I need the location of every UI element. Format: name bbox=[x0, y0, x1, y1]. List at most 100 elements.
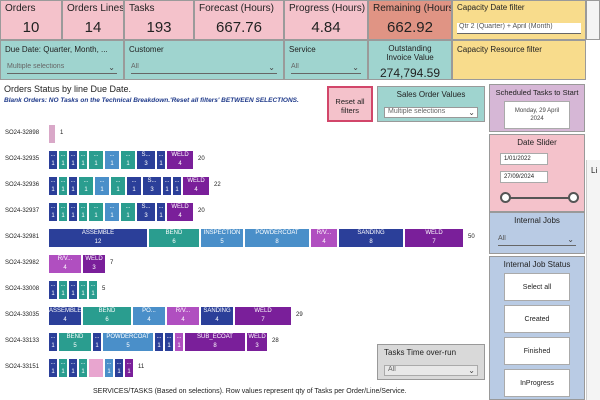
internal-jobs-filter[interactable]: Internal Jobs All ⌄ bbox=[489, 212, 585, 254]
customer-select[interactable]: All ⌄ bbox=[131, 63, 277, 74]
task-segment[interactable]: ... 1 bbox=[48, 358, 58, 378]
capacity-date-filter[interactable]: Capacity Date filter Qtr 2 (Quarter) + A… bbox=[452, 0, 586, 40]
job-status-created[interactable]: Created bbox=[504, 305, 570, 333]
sales-order-values-select[interactable]: Multiple selections ⌄ bbox=[384, 107, 478, 118]
due-date-filter[interactable]: Due Date: Quarter, Month, ... Multiple s… bbox=[0, 40, 124, 80]
task-segment[interactable]: S... 3 bbox=[136, 150, 156, 170]
task-segment[interactable]: BEND 6 bbox=[148, 228, 200, 248]
task-segment[interactable]: ... 1 bbox=[58, 280, 68, 300]
task-segment-service: ... bbox=[70, 204, 76, 210]
task-segment[interactable]: ... 1 bbox=[126, 176, 142, 196]
sales-order-values-filter[interactable]: Sales Order Values Multiple selections ⌄ bbox=[377, 86, 485, 122]
task-segment[interactable]: BEND 5 bbox=[58, 332, 92, 352]
job-status-inprogress[interactable]: InProgress bbox=[504, 369, 570, 397]
task-segment[interactable] bbox=[48, 124, 56, 144]
customer-filter[interactable]: Customer All ⌄ bbox=[124, 40, 284, 80]
task-segment[interactable]: ... 1 bbox=[104, 202, 120, 222]
task-segment[interactable]: ... 1 bbox=[78, 280, 88, 300]
task-segment[interactable]: ... 1 bbox=[120, 150, 136, 170]
capacity-date-select[interactable]: Qtr 2 (Quarter) + April (Month) bbox=[457, 23, 581, 34]
task-segment[interactable]: R/V... 4 bbox=[166, 306, 200, 326]
task-segment[interactable]: ... 1 bbox=[104, 358, 114, 378]
date-slider-from[interactable]: 1/01/2022 bbox=[500, 153, 548, 165]
task-segment[interactable]: ... 1 bbox=[58, 202, 68, 222]
task-segment-service: ... bbox=[83, 178, 89, 184]
task-segment[interactable]: ... 1 bbox=[154, 332, 164, 352]
task-segment[interactable]: SANDING 8 bbox=[338, 228, 404, 248]
task-segment[interactable]: ... 1 bbox=[156, 150, 166, 170]
task-segment[interactable]: INSPECTION 5 bbox=[200, 228, 244, 248]
job-status-select-all[interactable]: Select all bbox=[504, 273, 570, 301]
task-segment[interactable]: ... 1 bbox=[78, 176, 94, 196]
task-segment[interactable]: ... 1 bbox=[94, 176, 110, 196]
task-segment[interactable]: ... 1 bbox=[110, 176, 126, 196]
date-slider-end-handle[interactable] bbox=[568, 192, 579, 203]
task-segment[interactable]: ... 1 bbox=[68, 176, 78, 196]
task-segment[interactable]: ... 1 bbox=[124, 358, 134, 378]
service-filter[interactable]: Service All ⌄ bbox=[284, 40, 368, 80]
task-segment-service: INSPECTION bbox=[203, 230, 241, 236]
task-segment[interactable]: WELD 4 bbox=[166, 150, 194, 170]
task-segment[interactable]: ... 1 bbox=[58, 150, 68, 170]
task-segment[interactable]: ... 1 bbox=[68, 202, 78, 222]
task-segment[interactable]: ... 1 bbox=[78, 202, 88, 222]
task-segment[interactable]: ... 1 bbox=[68, 358, 78, 378]
internal-jobs-label: Internal Jobs bbox=[514, 216, 560, 225]
task-segment[interactable]: ... 1 bbox=[68, 150, 78, 170]
date-slider-to[interactable]: 27/09/2024 bbox=[500, 171, 548, 183]
task-segment[interactable]: ... 1 bbox=[172, 176, 182, 196]
task-segment[interactable]: ... 1 bbox=[162, 176, 172, 196]
kpi-remaining: Remaining (Hours) 662.92 bbox=[368, 0, 452, 40]
task-segment[interactable]: ... 1 bbox=[120, 202, 136, 222]
task-segment[interactable]: ASSEMBLE 12 bbox=[48, 228, 148, 248]
task-segment[interactable]: ... 1 bbox=[174, 332, 184, 352]
task-segment[interactable]: ... 1 bbox=[114, 358, 124, 378]
task-segment[interactable]: ... 1 bbox=[48, 176, 58, 196]
task-segment[interactable]: WELD 3 bbox=[82, 254, 106, 274]
task-segment-service: ... bbox=[80, 360, 86, 366]
task-segment[interactable]: ... 1 bbox=[48, 332, 58, 352]
task-segment[interactable]: WELD 4 bbox=[166, 202, 194, 222]
task-segment[interactable]: ... 1 bbox=[48, 280, 58, 300]
task-segment[interactable]: ... 1 bbox=[68, 280, 78, 300]
task-segment[interactable]: SANDING 4 bbox=[200, 306, 234, 326]
task-segment[interactable]: ... 1 bbox=[78, 358, 88, 378]
task-segment[interactable]: ... 1 bbox=[48, 202, 58, 222]
tasks-time-overrun-filter[interactable]: Tasks Time over-run All ⌄ bbox=[377, 344, 485, 380]
task-segment[interactable]: POWDERCOAT 8 bbox=[244, 228, 310, 248]
task-segment[interactable]: WELD 7 bbox=[234, 306, 292, 326]
task-segment[interactable]: ASSEMBLE 4 bbox=[48, 306, 82, 326]
internal-jobs-select[interactable]: All ⌄ bbox=[498, 235, 576, 246]
reset-all-filters-button[interactable]: Reset all filters bbox=[327, 86, 373, 122]
task-segment[interactable]: R/V... 4 bbox=[310, 228, 338, 248]
task-segment[interactable]: ... 1 bbox=[88, 202, 104, 222]
task-segment[interactable]: S... 3 bbox=[136, 202, 156, 222]
task-segment[interactable]: ... 1 bbox=[78, 150, 88, 170]
task-segment[interactable]: ... 1 bbox=[58, 176, 68, 196]
task-segment[interactable]: ... 1 bbox=[92, 332, 102, 352]
task-segment[interactable]: ... 1 bbox=[156, 202, 166, 222]
task-segment[interactable]: POWDERCOAT 5 bbox=[102, 332, 154, 352]
task-segment[interactable]: S... 3 bbox=[142, 176, 162, 196]
task-segment[interactable]: WELD 3 bbox=[246, 332, 268, 352]
due-date-select[interactable]: Multiple selections ⌄ bbox=[7, 63, 117, 74]
task-segment[interactable]: ... 1 bbox=[58, 358, 68, 378]
task-segment[interactable]: BEND 6 bbox=[82, 306, 132, 326]
scheduled-tasks-date[interactable]: Monday, 29 April 2024 bbox=[504, 101, 570, 129]
task-segment[interactable]: PO... 4 bbox=[132, 306, 166, 326]
service-select[interactable]: All ⌄ bbox=[291, 63, 361, 74]
task-segment[interactable]: ... 1 bbox=[48, 150, 58, 170]
task-segment[interactable]: ... 1 bbox=[88, 280, 98, 300]
date-slider-start-handle[interactable] bbox=[500, 192, 511, 203]
capacity-resource-filter[interactable]: Capacity Resource filter bbox=[452, 40, 586, 80]
task-segment[interactable]: SUB_ECOAT 8 bbox=[184, 332, 246, 352]
task-segment[interactable]: ... 1 bbox=[88, 150, 104, 170]
task-segment[interactable]: WELD 4 bbox=[182, 176, 210, 196]
task-segment[interactable]: R/V... 4 bbox=[48, 254, 82, 274]
task-segment[interactable]: ... 1 bbox=[104, 150, 120, 170]
task-segment[interactable]: WELD 7 bbox=[404, 228, 464, 248]
job-status-finished[interactable]: Finished bbox=[504, 337, 570, 365]
tasks-time-overrun-select[interactable]: All ⌄ bbox=[384, 365, 478, 376]
task-segment[interactable]: ... 1 bbox=[164, 332, 174, 352]
task-segment[interactable] bbox=[88, 358, 104, 378]
